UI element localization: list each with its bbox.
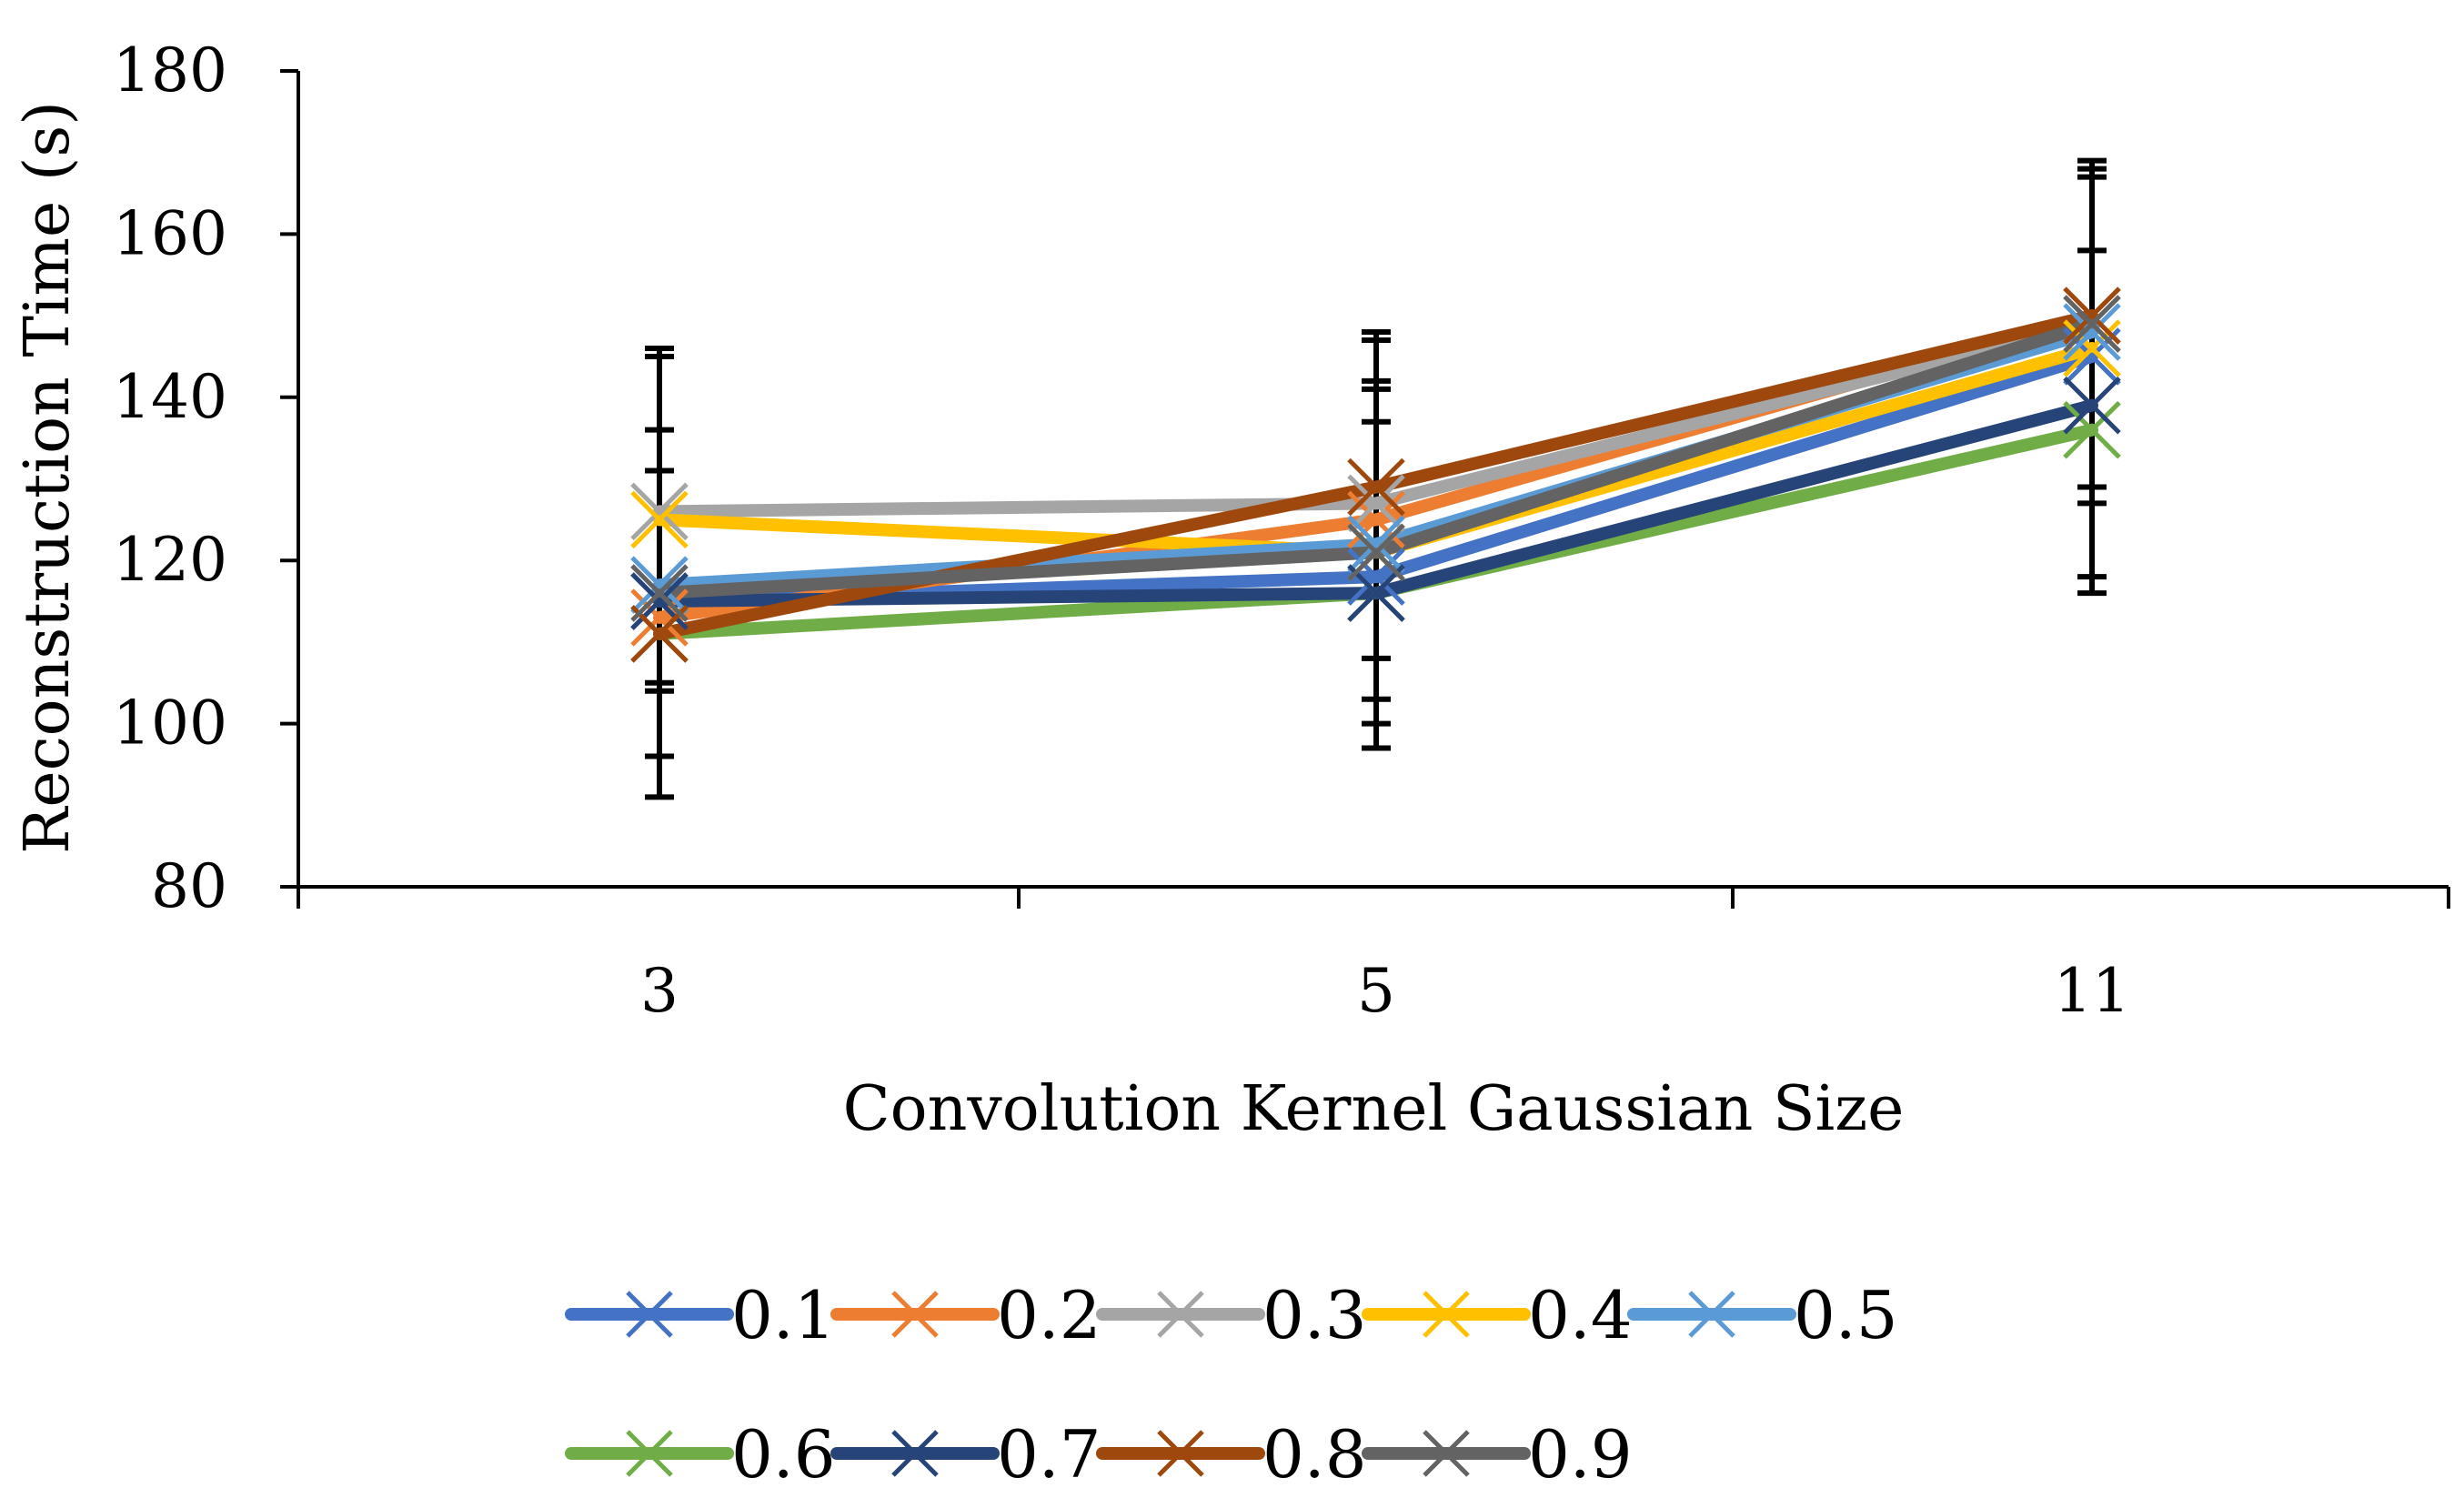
legend-item-0.2: 0.2 bbox=[830, 1277, 1101, 1353]
data-point-0.5 bbox=[1347, 515, 1405, 574]
marker-stroke bbox=[2063, 295, 2121, 353]
data-point-0.1 bbox=[2063, 327, 2121, 386]
legend-label: 0.3 bbox=[1262, 1277, 1367, 1353]
data-point-0.7 bbox=[1347, 564, 1405, 622]
legend: 0.1 0.2 0.3 0.4 0.5 0.6 0.7 0.8 0.9 bbox=[565, 1277, 1898, 1493]
marker-stroke bbox=[2063, 303, 2121, 361]
legend-item-0.3: 0.3 bbox=[1096, 1277, 1367, 1353]
data-point-0.5 bbox=[630, 556, 689, 614]
y-axis-title: Reconstruction Time (s) bbox=[12, 101, 84, 854]
legend-swatch-marker bbox=[626, 1430, 673, 1477]
legend-swatch-marker bbox=[1423, 1430, 1470, 1477]
legend-label: 0.8 bbox=[1262, 1416, 1367, 1493]
y-tick-label: 80 bbox=[151, 851, 227, 921]
legend-item-0.7: 0.7 bbox=[830, 1416, 1101, 1493]
marker-stroke bbox=[1347, 515, 1405, 574]
marker-stroke bbox=[1347, 474, 1405, 533]
marker-stroke bbox=[630, 556, 689, 614]
marker-stroke bbox=[630, 490, 689, 549]
legend-swatch-marker bbox=[891, 1291, 939, 1338]
legend-swatch-marker bbox=[1157, 1291, 1204, 1338]
legend-label: 0.5 bbox=[1794, 1277, 1898, 1353]
data-point-0.8 bbox=[630, 605, 689, 663]
data-point-0.1 bbox=[1347, 548, 1405, 606]
marker-stroke bbox=[630, 564, 689, 622]
legend-label: 0.2 bbox=[997, 1277, 1101, 1353]
data-point-0.2 bbox=[1347, 490, 1405, 549]
legend-item-0.9: 0.9 bbox=[1362, 1416, 1633, 1493]
data-point-0.5 bbox=[2063, 303, 2121, 361]
legend-item-0.4: 0.4 bbox=[1362, 1277, 1633, 1353]
legend-label: 0.4 bbox=[1528, 1277, 1633, 1353]
data-point-0.8 bbox=[1347, 457, 1405, 517]
legend-swatch-marker bbox=[1157, 1430, 1204, 1477]
x-tick-label: 11 bbox=[2054, 956, 2130, 1026]
data-point-0.7 bbox=[2063, 377, 2121, 435]
legend-item-0.6: 0.6 bbox=[565, 1416, 836, 1493]
y-tick-label: 160 bbox=[113, 198, 227, 268]
x-tick-label: 3 bbox=[640, 956, 679, 1026]
data-point-0.9 bbox=[2063, 295, 2121, 353]
y-tick-label: 180 bbox=[113, 35, 227, 106]
legend-swatch-marker bbox=[626, 1291, 673, 1338]
legend-label: 0.7 bbox=[997, 1416, 1101, 1493]
legend-swatch-marker bbox=[1423, 1291, 1470, 1338]
legend-label: 0.1 bbox=[731, 1277, 836, 1353]
marker-stroke bbox=[1347, 457, 1405, 517]
legend-item-0.5: 0.5 bbox=[1627, 1277, 1898, 1353]
marker-stroke bbox=[630, 572, 689, 630]
data-point-0.3 bbox=[630, 482, 689, 541]
legend-swatch-marker bbox=[891, 1430, 939, 1477]
marker-stroke bbox=[1347, 548, 1405, 606]
marker-stroke bbox=[2063, 287, 2121, 345]
marker-stroke bbox=[2063, 400, 2121, 459]
marker-stroke bbox=[630, 605, 689, 663]
y-tick-label: 120 bbox=[113, 525, 227, 595]
x-axis-title: Convolution Kernel Gaussian Size bbox=[843, 1073, 1905, 1145]
marker-stroke bbox=[1347, 523, 1405, 581]
data-point-0.7 bbox=[630, 572, 689, 630]
y-tick-label: 140 bbox=[113, 362, 227, 432]
data-point-0.2 bbox=[630, 588, 689, 647]
tick-labels-layer: 80 100 120 140 160 180 3 5 11 bbox=[113, 35, 2130, 1026]
series-markers-layer bbox=[630, 287, 2121, 663]
marker-stroke bbox=[1347, 564, 1405, 622]
data-point-0.4 bbox=[630, 490, 689, 549]
axes-layer bbox=[280, 69, 2450, 909]
data-point-0.8 bbox=[2063, 287, 2121, 345]
y-tick-label: 100 bbox=[113, 689, 227, 759]
data-point-0.4 bbox=[2063, 319, 2121, 377]
legend-swatch-marker bbox=[1688, 1291, 1735, 1338]
legend-item-0.8: 0.8 bbox=[1096, 1416, 1367, 1493]
x-tick-label: 5 bbox=[1357, 956, 1395, 1026]
data-point-0.9 bbox=[1347, 523, 1405, 581]
data-point-0.9 bbox=[630, 564, 689, 622]
legend-label: 0.6 bbox=[731, 1416, 836, 1493]
data-point-0.3 bbox=[1347, 474, 1405, 533]
data-point-0.6 bbox=[2063, 400, 2121, 459]
marker-stroke bbox=[630, 588, 689, 647]
marker-stroke bbox=[2063, 319, 2121, 377]
marker-stroke bbox=[2063, 327, 2121, 386]
legend-item-0.1: 0.1 bbox=[565, 1277, 836, 1353]
marker-stroke bbox=[1347, 490, 1405, 549]
marker-stroke bbox=[630, 482, 689, 541]
legend-label: 0.9 bbox=[1528, 1416, 1633, 1493]
marker-stroke bbox=[2063, 377, 2121, 435]
